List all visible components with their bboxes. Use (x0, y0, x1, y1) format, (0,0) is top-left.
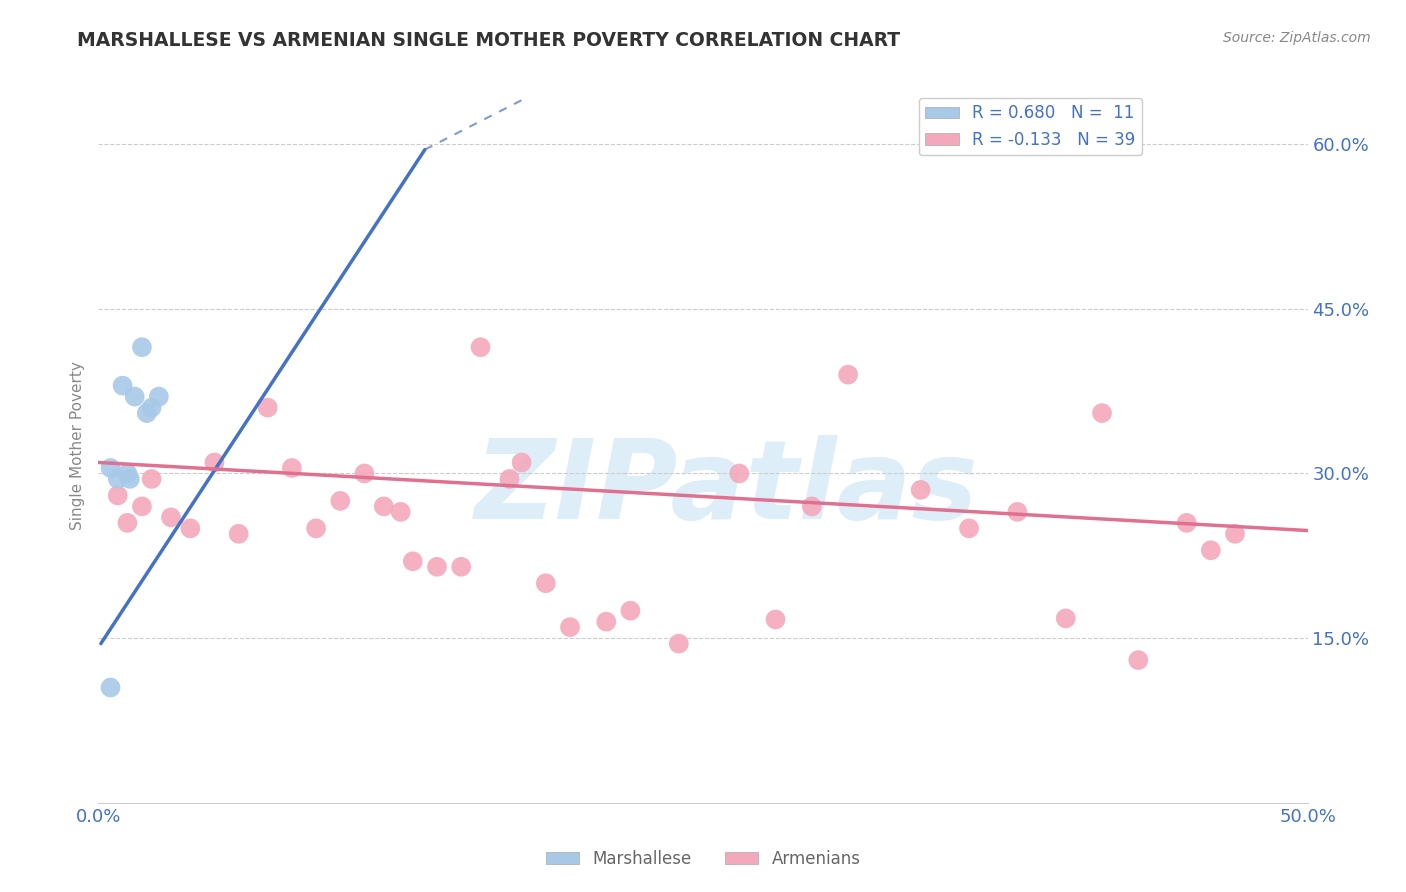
Point (107, 488, 129, 502)
Point (305, 521, 328, 535)
Legend: Marshallese, Armenians: Marshallese, Armenians (538, 844, 868, 875)
Point (1223, 526, 1246, 541)
Point (957, 521, 980, 535)
Point (118, 472, 141, 486)
Point (141, 401, 163, 415)
Point (117, 516, 139, 530)
Point (124, 390, 146, 404)
Point (107, 472, 129, 486)
Point (228, 526, 250, 541)
Point (100, 681, 122, 695)
Point (281, 461, 304, 475)
Point (117, 467, 139, 481)
Point (1128, 653, 1150, 667)
Point (256, 401, 278, 415)
Point (498, 472, 520, 486)
Point (179, 521, 201, 535)
Point (1175, 516, 1198, 530)
Point (837, 368, 859, 382)
Point (148, 390, 170, 404)
Point (668, 637, 690, 651)
Text: ZIPatlas: ZIPatlas (475, 435, 979, 542)
Point (619, 604, 641, 618)
Point (426, 559, 449, 574)
Point (373, 500, 395, 514)
Point (131, 340, 153, 354)
Point (800, 500, 823, 514)
Point (160, 510, 183, 524)
Point (1091, 406, 1114, 420)
Point (389, 505, 412, 519)
Point (329, 494, 352, 508)
Point (558, 620, 581, 634)
Point (595, 615, 617, 629)
Point (1007, 505, 1029, 519)
Text: MARSHALLESE VS ARMENIAN SINGLE MOTHER POVERTY CORRELATION CHART: MARSHALLESE VS ARMENIAN SINGLE MOTHER PO… (77, 31, 900, 50)
Text: Source: ZipAtlas.com: Source: ZipAtlas.com (1223, 31, 1371, 45)
Point (353, 467, 375, 481)
Point (141, 472, 163, 486)
Point (1199, 543, 1222, 558)
Legend: R = 0.680   N =  11, R = -0.133   N = 39: R = 0.680 N = 11, R = -0.133 N = 39 (918, 97, 1142, 155)
Point (534, 576, 557, 591)
Point (910, 483, 932, 497)
Point (765, 612, 787, 626)
Y-axis label: Single Mother Poverty: Single Mother Poverty (69, 361, 84, 531)
Point (470, 340, 492, 354)
Point (204, 455, 226, 469)
Point (135, 406, 157, 420)
Point (1054, 611, 1077, 625)
Point (131, 500, 153, 514)
Point (510, 455, 533, 469)
Point (402, 554, 425, 568)
Point (100, 461, 122, 475)
Point (111, 378, 134, 392)
Point (728, 467, 751, 481)
Point (450, 559, 472, 574)
